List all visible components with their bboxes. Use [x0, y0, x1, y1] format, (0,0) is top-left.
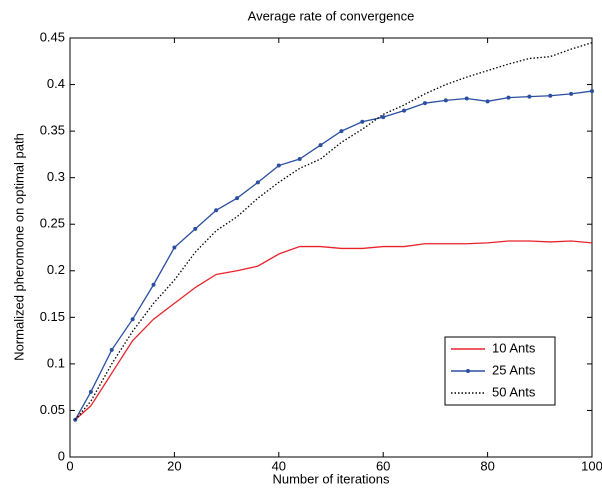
point	[255, 180, 260, 185]
y-tick-label: 0.35	[40, 123, 65, 138]
x-tick-label: 20	[167, 458, 181, 473]
y-tick-label: 0.15	[40, 309, 65, 324]
legend-label: 25 Ants	[492, 362, 536, 377]
x-tick-label: 60	[376, 458, 390, 473]
point	[527, 94, 532, 99]
point	[276, 163, 281, 168]
point	[506, 95, 511, 100]
point	[339, 129, 344, 134]
y-tick-label: 0	[58, 448, 65, 463]
point	[151, 282, 156, 287]
point	[88, 389, 93, 394]
point	[443, 98, 448, 103]
point	[590, 89, 594, 94]
point	[569, 91, 574, 96]
point	[402, 108, 407, 113]
point	[381, 115, 386, 120]
legend-label: 10 Ants	[492, 340, 536, 355]
point	[548, 93, 553, 98]
point	[318, 143, 323, 148]
x-tick-label: 0	[66, 458, 73, 473]
y-tick-label: 0.1	[47, 355, 65, 370]
point	[297, 157, 302, 162]
point	[485, 99, 490, 104]
point	[360, 119, 365, 124]
point	[109, 347, 114, 352]
y-tick-label: 0.2	[47, 262, 65, 277]
x-axis-label: Number of iterations	[272, 471, 390, 486]
series-line	[74, 240, 593, 421]
x-tick-label: 80	[480, 458, 494, 473]
point	[130, 317, 135, 322]
point	[193, 226, 198, 231]
x-tick-label: 100	[581, 458, 602, 473]
legend-label: 50 Ants	[492, 384, 536, 399]
y-tick-label: 0.4	[47, 76, 65, 91]
chart-title: Average rate of convergence	[248, 8, 415, 23]
series-line	[74, 90, 593, 421]
point	[422, 101, 427, 106]
y-tick-label: 0.25	[40, 216, 65, 231]
point	[235, 196, 240, 201]
point	[464, 96, 469, 101]
y-tick-label: 0.3	[47, 169, 65, 184]
point	[172, 245, 177, 250]
y-axis-label: Normalized pheromone on optimal path	[11, 133, 26, 361]
point	[214, 208, 219, 213]
legend-marker	[466, 369, 470, 373]
x-tick-label: 40	[272, 458, 286, 473]
y-tick-label: 0.05	[40, 402, 65, 417]
y-tick-label: 0.45	[40, 29, 65, 44]
